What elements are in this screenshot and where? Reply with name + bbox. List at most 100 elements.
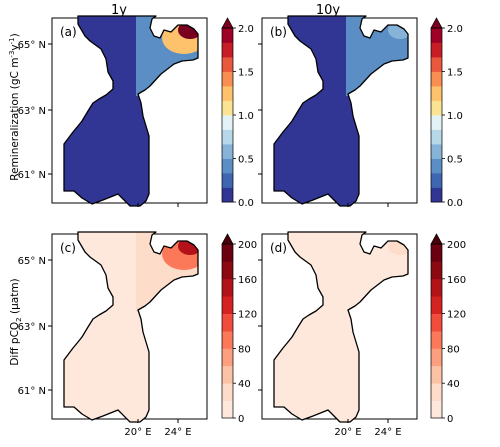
colorbar-extend-arrow	[430, 17, 443, 29]
lat-tick-label: 63° N	[18, 106, 46, 117]
row1-ylabel: Remineralization (gC m-3y-1)	[8, 33, 21, 180]
colorbar-tick-label: 80	[447, 344, 460, 355]
coastline	[63, 15, 199, 207]
panel-label: (c)	[60, 241, 76, 255]
colorbar-segment	[222, 144, 233, 159]
coastline	[63, 231, 199, 423]
colorbar-segment	[222, 71, 233, 87]
colorbar-segment	[431, 296, 442, 314]
colorbar-segment	[431, 115, 442, 130]
column-title-10y: 10y	[316, 3, 341, 18]
colorbar-segment	[431, 244, 442, 262]
colorbar-tick-label: 1.5	[447, 68, 463, 79]
colorbar-segment	[431, 57, 442, 72]
colorbar-tick-label: 200	[238, 240, 257, 251]
colorbar-segment	[431, 313, 442, 332]
colorbar-segment	[431, 158, 442, 174]
colorbar-segment	[431, 400, 442, 419]
colorbar-segment	[222, 57, 233, 72]
colorbar-segment	[431, 348, 442, 367]
colorbar-segment	[222, 331, 233, 349]
colorbar-segment	[431, 383, 442, 401]
colorbar-tick-label: 1.0	[447, 111, 463, 122]
colorbar-segment	[431, 129, 442, 145]
colorbar-segment	[222, 261, 233, 280]
colorbar: 200 160 120 80 40 0	[221, 233, 257, 425]
colorbar: 200 160 120 80 40 0	[430, 233, 466, 425]
colorbar-frame	[430, 243, 443, 419]
colorbar-segment	[222, 86, 233, 101]
colorbar-extend-arrow	[430, 233, 443, 245]
colorbar-segment	[431, 71, 442, 87]
colorbar: 2.0 1.5 1.0 0.5 0.0	[221, 17, 254, 209]
colorbar-segment	[222, 187, 233, 203]
colorbar-tick-label: 40	[238, 379, 251, 390]
colorbar-segment	[431, 86, 442, 101]
colorbar-frame	[221, 243, 234, 419]
row2-ylabel: Diff pCO2 (µatm)	[9, 278, 23, 365]
colorbar-segment	[222, 383, 233, 401]
colorbar-tick-label: 0.0	[447, 198, 463, 209]
colorbar-segment	[431, 261, 442, 280]
lon-tick-label: 24° E	[374, 427, 401, 438]
lon-tick-label: 20° E	[124, 427, 151, 438]
colorbar-segment	[222, 158, 233, 174]
colorbar-segment	[222, 313, 233, 332]
colorbar-tick-label: 0	[238, 414, 244, 425]
colorbar-segment	[222, 365, 233, 384]
colorbar-segment	[222, 296, 233, 314]
coastline	[273, 15, 409, 207]
colorbar-extend-arrow	[221, 17, 234, 29]
column-title-1y: 1y	[111, 3, 127, 18]
colorbar-tick-label: 200	[447, 240, 466, 251]
panel-label: (a)	[60, 25, 77, 39]
colorbar-segment	[222, 348, 233, 367]
colorbar-segment	[431, 100, 442, 116]
map-panel-b: (b)	[258, 15, 418, 207]
colorbar-segment	[222, 115, 233, 130]
colorbar-segment	[431, 187, 442, 203]
lat-tick-label: 65° N	[18, 256, 46, 267]
colorbar: 2.0 1.5 1.0 0.5 0.0	[430, 17, 463, 209]
map-panel-c: (c) 65° N 63° N 61° N 20° E 24° E	[18, 231, 208, 438]
colorbar-tick-label: 0.5	[447, 155, 463, 166]
colorbar-tick-label: 2.0	[447, 24, 463, 35]
colorbar-tick-label: 120	[447, 310, 466, 321]
colorbar-segment	[431, 144, 442, 159]
colorbar-tick-label: 1.5	[238, 68, 254, 79]
colorbar-tick-label: 40	[447, 379, 460, 390]
colorbar-tick-label: 160	[447, 275, 466, 286]
colorbar-tick-label: 80	[238, 344, 251, 355]
colorbar-tick-label: 2.0	[238, 24, 254, 35]
coastline	[273, 231, 409, 423]
colorbar-segment	[222, 173, 233, 188]
map-panel-d: (d) 20° E 24° E	[258, 231, 418, 438]
panel-label: (b)	[270, 25, 287, 39]
colorbar-segment	[222, 100, 233, 116]
colorbar-tick-label: 160	[238, 275, 257, 286]
colorbar-segment	[222, 400, 233, 419]
panel-label: (d)	[270, 241, 287, 255]
colorbar-extend-arrow	[221, 233, 234, 245]
colorbar-segment	[431, 173, 442, 188]
lat-tick-label: 61° N	[18, 170, 46, 181]
colorbar-tick-label: 120	[238, 310, 257, 321]
colorbar-segment	[431, 28, 442, 43]
colorbar-segment	[431, 42, 442, 58]
lat-tick-label: 65° N	[18, 40, 46, 51]
colorbar-tick-label: 0.5	[238, 155, 254, 166]
lon-tick-label: 24° E	[164, 427, 191, 438]
colorbar-segment	[222, 28, 233, 43]
map-panel-a: (a) 65° N 63° N 61° N	[18, 15, 208, 207]
lat-tick-label: 61° N	[18, 386, 46, 397]
colorbar-tick-label: 1.0	[238, 111, 254, 122]
colorbar-segment	[222, 129, 233, 145]
colorbar-segment	[431, 331, 442, 349]
colorbar-tick-label: 0	[447, 414, 453, 425]
colorbar-tick-label: 0.0	[238, 198, 254, 209]
lon-tick-label: 20° E	[334, 427, 361, 438]
colorbar-segment	[222, 278, 233, 297]
colorbar-segment	[222, 244, 233, 262]
colorbar-segment	[431, 365, 442, 384]
